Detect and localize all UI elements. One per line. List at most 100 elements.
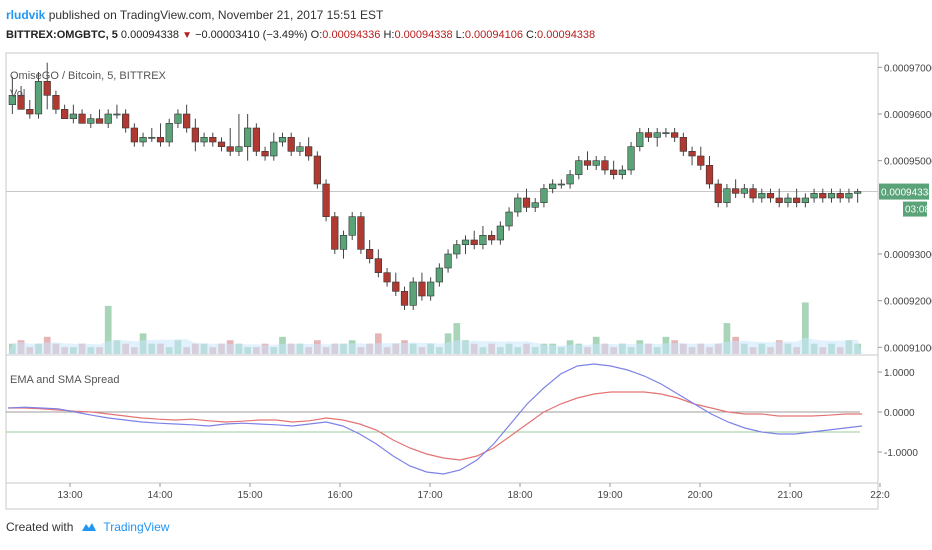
indicator-layer (6, 363, 863, 475)
candle-body (339, 235, 348, 250)
candle-body (200, 137, 208, 143)
price-tick-label: 0.00092000 (884, 297, 932, 308)
candle-body (819, 193, 827, 199)
ohlc-bar: BITTREX:OMGBTC, 5 0.00094338 ▼ −0.000034… (6, 29, 595, 41)
candle-body (17, 95, 25, 110)
candle-body (366, 249, 374, 259)
candle-body (644, 132, 653, 138)
indicator-tick-label: 0.0000 (884, 408, 915, 419)
candle-body (618, 169, 626, 175)
candle-body (418, 281, 426, 297)
high-label: H: (383, 29, 395, 41)
candle-body (87, 118, 95, 124)
footer: Created with TradingView (6, 520, 169, 534)
symbol-label: BITTREX:OMGBTC, 5 (6, 29, 118, 41)
candle-body (95, 118, 104, 124)
candle-body (801, 197, 809, 203)
time-tick-label: 14:00 (147, 490, 172, 501)
candle-body (217, 141, 226, 147)
candle-body (845, 193, 853, 199)
candle-body (740, 188, 748, 194)
candle-body (191, 127, 199, 143)
time-tick-label: 19:00 (597, 490, 622, 501)
candle-body (34, 81, 43, 115)
candle-body (540, 188, 548, 203)
sma-line (7, 363, 863, 475)
tradingview-logo-icon (82, 523, 97, 531)
volume-bar (104, 305, 112, 354)
created-with-text: Created with (6, 520, 74, 534)
candle-body (583, 160, 592, 166)
close-label: C: (526, 29, 538, 41)
candle-body (784, 197, 792, 203)
time-tick-label: 18:00 (507, 490, 532, 501)
low-label: L: (455, 29, 465, 41)
candle-body (627, 146, 635, 171)
high-value: 0.00094338 (394, 29, 453, 41)
candle-body (557, 183, 565, 186)
indicator-tick-label: 1.0000 (884, 368, 915, 379)
candle-body (287, 137, 295, 152)
indicator-tick-label: -1.0000 (884, 448, 918, 459)
candle-body (697, 155, 705, 166)
candle-body (427, 281, 435, 297)
candle-body (514, 197, 522, 213)
candle-body (827, 193, 836, 199)
candle-body (749, 188, 757, 199)
time-tick-label: 15:00 (237, 490, 262, 501)
candle-body (305, 146, 313, 157)
candle-body (705, 165, 714, 185)
candle-body (383, 272, 391, 283)
candle-body (714, 183, 722, 203)
volume-ma-area (8, 337, 862, 354)
publish-info: rludvik published on TradingView.com, No… (6, 8, 383, 22)
candle-body (671, 132, 679, 138)
candle-body (374, 258, 382, 273)
candle-body (775, 197, 783, 203)
candle-body (549, 183, 557, 189)
author-link[interactable]: rludvik (6, 8, 46, 22)
candle-body (435, 267, 443, 283)
price-change: −0.00003410 (−3.49%) (195, 29, 308, 41)
candle-body (156, 137, 165, 143)
candle-body (575, 160, 583, 175)
candle-body (130, 127, 138, 143)
candle-body (61, 109, 69, 119)
main-legend: OmiseGO / Bitcoin, 5, BITTREX (10, 70, 167, 82)
time-tick-label: 21:00 (777, 490, 802, 501)
candle-body (348, 216, 356, 236)
price-pane[interactable] (5, 52, 879, 356)
candle-body (113, 113, 121, 116)
candle-body (252, 127, 260, 152)
price-tick-label: 0.00093000 (884, 250, 932, 261)
down-arrow-icon: ▼ (182, 30, 192, 41)
price-tick-label: 0.00091000 (884, 343, 932, 354)
candle-body (679, 137, 687, 152)
price-tick-label: 0.00097000 (884, 63, 932, 74)
candle-body (854, 191, 862, 194)
indicator-pane[interactable] (5, 354, 879, 484)
open-value: 0.00094336 (322, 29, 381, 41)
volume-bar (723, 323, 731, 354)
candle-body (331, 216, 339, 250)
candle-body (488, 235, 496, 241)
candle-body (732, 188, 740, 194)
last-price-badge (879, 183, 929, 200)
candle-body (461, 239, 470, 245)
volume-layer (8, 302, 862, 354)
candle-body (183, 113, 191, 129)
candle-body (270, 141, 278, 157)
chart-canvas[interactable]: 0.00097000 0.00096000 0.00095000 0.00093000… (0, 0, 932, 520)
candle-body (261, 151, 269, 157)
tradingview-link[interactable]: TradingView (103, 520, 170, 534)
countdown-label: 03:08 (905, 205, 930, 216)
candle-body (836, 193, 844, 199)
candle-body (601, 160, 609, 171)
candle-body (244, 127, 252, 147)
candle-body (758, 193, 766, 199)
open-label: O: (310, 29, 323, 41)
candle-body (409, 281, 417, 306)
volume-bar (453, 323, 461, 354)
time-tick-label: 13:00 (57, 490, 82, 501)
candle-body (148, 137, 156, 139)
